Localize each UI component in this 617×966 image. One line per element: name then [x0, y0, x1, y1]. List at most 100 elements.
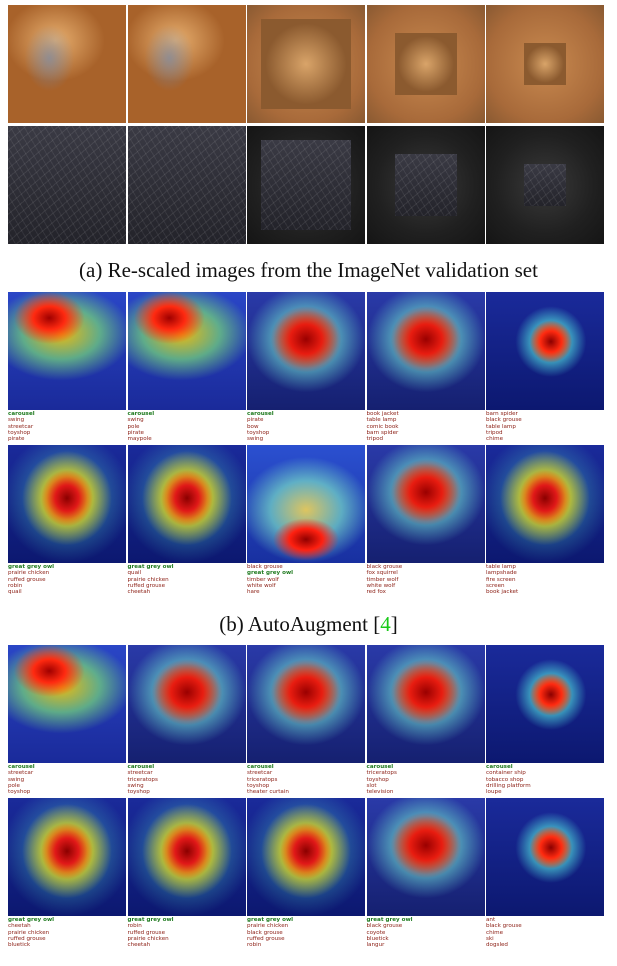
prediction-2: streetcar	[8, 770, 34, 777]
caption-b: (b) AutoAugment [4]	[0, 612, 617, 637]
labels-b-owl: great grey owl prairie chicken ruffed gr…	[8, 564, 604, 595]
rescaled-owl-row	[8, 126, 604, 244]
label-list: carousel swing pole pirate maypole	[128, 411, 246, 442]
heatmap-b-carousel-2	[127, 292, 246, 410]
heatmap-b-owl-5	[486, 445, 604, 563]
method-carousel-heatmaps	[8, 645, 604, 763]
label-list: great grey owl quail prairie chicken ruf…	[128, 564, 246, 595]
owl-image-scale-5	[486, 126, 604, 244]
prediction-2: streetcar	[247, 770, 273, 777]
prediction-1: black grouse	[247, 564, 283, 570]
prediction-4: barn spider	[366, 429, 399, 436]
prediction-5: dogsled	[486, 942, 508, 949]
prediction-2: cheetah	[8, 923, 31, 930]
heatmap-b-carousel-3	[247, 292, 365, 410]
prediction-3: black grouse	[247, 929, 283, 936]
prediction-4: prairie chicken	[127, 935, 169, 942]
prediction-3: triceratops	[247, 776, 278, 783]
heatmap-b-carousel-5	[486, 292, 604, 410]
prediction-1: ant	[486, 917, 496, 923]
prediction-4: white wolf	[247, 582, 276, 589]
prediction-4: ruffed grouse	[8, 935, 46, 942]
label-list: book jacket table lamp comic book barn s…	[367, 411, 485, 442]
prediction-1: carousel	[8, 764, 35, 770]
prediction-3: toyshop	[366, 776, 389, 783]
prediction-2: black grouse	[486, 923, 522, 930]
caption-b-close: ]	[390, 612, 398, 636]
owl-image-scale-4	[366, 126, 485, 244]
heatmap-c-owl-4	[366, 798, 485, 916]
prediction-1: barn spider	[486, 411, 518, 417]
label-list: carousel triceratops toyshop slot televi…	[367, 764, 485, 795]
label-list: black grouse great grey owl timber wolf …	[247, 564, 365, 595]
prediction-2: black grouse	[366, 923, 403, 930]
prediction-1: carousel	[247, 411, 274, 417]
caption-b-text: (b) AutoAugment [	[219, 612, 381, 636]
prediction-4: pole	[8, 782, 20, 789]
label-list: great grey owl prairie chicken black gro…	[247, 917, 365, 948]
heatmap-c-owl-2	[127, 798, 246, 916]
label-list: great grey owl cheetah prairie chicken r…	[8, 917, 126, 948]
prediction-3: swing	[8, 776, 25, 783]
prediction-3: comic book	[366, 423, 399, 430]
prediction-2: prairie chicken	[247, 923, 289, 930]
prediction-2: fox squirrel	[366, 570, 398, 577]
label-list: black grouse fox squirrel timber wolf wh…	[367, 564, 485, 595]
prediction-5: toyshop	[127, 789, 150, 796]
heatmap-b-owl-3	[247, 445, 365, 563]
prediction-1: book jacket	[366, 411, 399, 417]
label-list: carousel container ship tobacco shop dri…	[486, 764, 604, 795]
label-list: ant black grouse chime ski dogsled	[486, 917, 604, 948]
prediction-1: carousel	[127, 764, 155, 770]
prediction-5: robin	[247, 942, 262, 949]
prediction-2: lampshade	[486, 570, 517, 577]
label-list: barn spider black grouse table lamp trip…	[486, 411, 604, 442]
prediction-2: triceratops	[366, 770, 397, 777]
prediction-4: tripod	[486, 429, 503, 436]
citation-link[interactable]: 4	[380, 612, 391, 636]
label-list: carousel streetcar triceratops toyshop t…	[247, 764, 365, 795]
owl-image-scale-2	[127, 126, 246, 244]
heatmap-c-owl-1	[8, 798, 126, 916]
carousel-image-scale-5	[486, 5, 604, 123]
prediction-2: table lamp	[366, 417, 397, 424]
labels-c-carousel: carousel streetcar swing pole toyshop ca…	[8, 764, 604, 795]
label-list: carousel pirate bow toyshop swing	[247, 411, 365, 442]
prediction-3: bow	[247, 423, 259, 430]
prediction-2: swing	[127, 417, 144, 424]
label-list: great grey owl black grouse coyote bluet…	[367, 917, 485, 948]
prediction-4: pirate	[127, 429, 144, 436]
prediction-1: carousel	[486, 764, 513, 770]
prediction-4: drilling platform	[486, 782, 531, 789]
prediction-5: cheetah	[127, 942, 151, 949]
prediction-3: streetcar	[8, 423, 34, 430]
prediction-5: theater curtain	[247, 789, 289, 796]
prediction-2: container ship	[486, 770, 526, 777]
prediction-4: ruffed grouse	[247, 935, 285, 942]
labels-c-owl: great grey owl cheetah prairie chicken r…	[8, 917, 604, 948]
prediction-4: toyshop	[247, 429, 270, 436]
prediction-3: timber wolf	[366, 576, 399, 583]
prediction-3: coyote	[366, 929, 386, 936]
prediction-4: swing	[127, 782, 144, 789]
heatmap-b-owl-2	[127, 445, 246, 563]
prediction-4: bluetick	[366, 935, 389, 942]
prediction-3: tobacco shop	[486, 776, 524, 783]
heatmap-b-owl-1	[8, 445, 126, 563]
autoaugment-carousel-heatmaps	[8, 292, 604, 410]
prediction-5: red fox	[366, 589, 386, 596]
prediction-4: white wolf	[366, 582, 396, 589]
prediction-5: bluetick	[8, 942, 31, 949]
prediction-5: maypole	[127, 436, 152, 443]
prediction-4: toyshop	[247, 782, 270, 789]
prediction-3: timber wolf	[247, 576, 279, 583]
label-list: carousel streetcar triceratops swing toy…	[128, 764, 246, 795]
prediction-2: great grey owl	[247, 570, 294, 577]
carousel-image-scale-4	[366, 5, 485, 123]
prediction-2: quail	[127, 570, 142, 577]
prediction-4: ruffed grouse	[127, 582, 166, 589]
prediction-5: loupe	[486, 789, 502, 796]
prediction-2: pirate	[247, 417, 264, 424]
label-list: table lamp lampshade fire screen screen …	[486, 564, 604, 595]
label-list: great grey owl prairie chicken ruffed gr…	[8, 564, 126, 595]
